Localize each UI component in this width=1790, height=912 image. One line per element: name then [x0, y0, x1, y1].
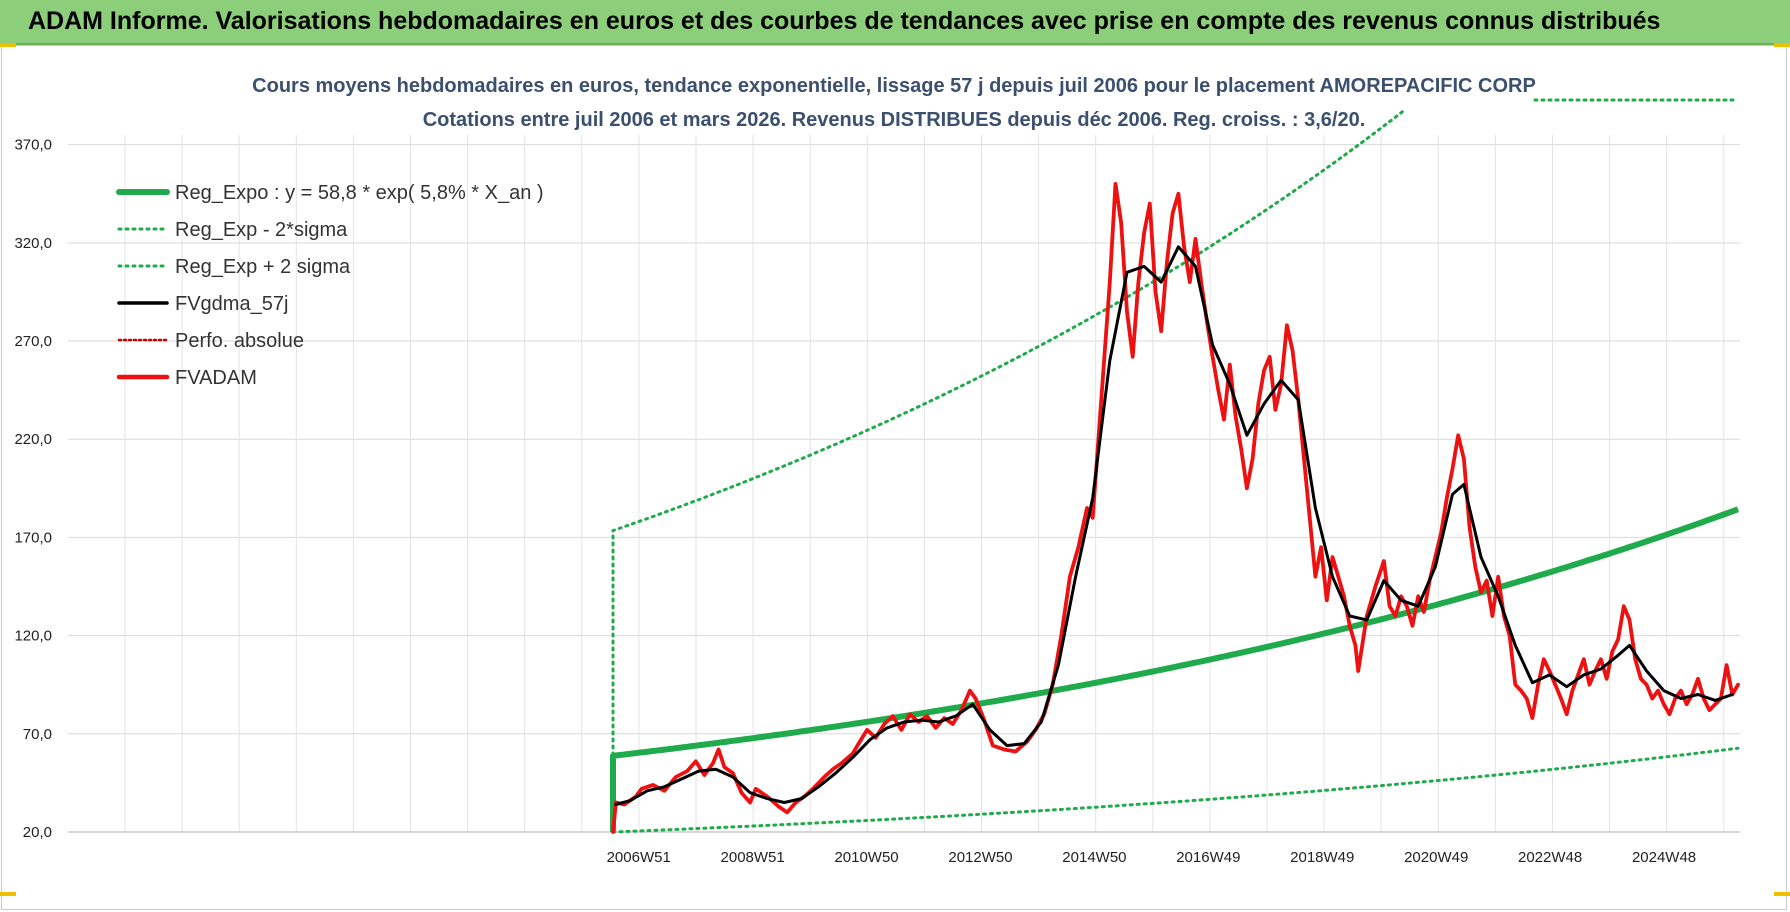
report-banner: ADAM Informe. Valorisations hebdomadaire… — [0, 0, 1790, 45]
y-tick-label: 120,0 — [14, 628, 52, 645]
x-tick-label: 2008W51 — [721, 849, 785, 866]
y-tick-label: 370,0 — [14, 137, 52, 154]
legend-label-reg_expo: Reg_Expo : y = 58,8 * exp( 5,8% * X_an ) — [175, 182, 544, 204]
x-tick-label: 2016W49 — [1176, 849, 1240, 866]
fvadam-line — [611, 182, 1740, 834]
x-tick-label: 2012W50 — [948, 849, 1012, 866]
fvgdma-line — [614, 245, 1734, 806]
corner-mark — [1774, 892, 1790, 896]
y-tick-label: 70,0 — [23, 726, 52, 743]
axes: 20,0 70,0 120,0 170,0 220,0 270,0 320,0 370,0 20… — [14, 137, 1740, 866]
reg-expo-line — [610, 506, 1739, 832]
legend-label-sigma_high: Reg_Exp + 2 sigma — [175, 256, 351, 278]
x-tick-label: 2010W50 — [834, 849, 898, 866]
y-tick-label: 170,0 — [14, 529, 52, 546]
grid — [68, 135, 1740, 833]
reg-exp-minus-2-sigma-line — [611, 746, 1740, 834]
corner-mark — [1774, 43, 1790, 47]
y-tick-label: 220,0 — [14, 431, 52, 448]
x-tick-label: 2018W49 — [1290, 849, 1354, 866]
chart-title: Cours moyens hebdomadaires en euros, ten… — [252, 75, 1536, 97]
x-tick-label: 2024W48 — [1632, 849, 1696, 866]
corner-mark — [0, 43, 16, 47]
legend-label-fvgdma: FVgdma_57j — [175, 293, 288, 315]
series — [610, 98, 1740, 834]
legend-label-fvadam: FVADAM — [175, 367, 257, 389]
corner-mark — [0, 892, 16, 896]
chart-subtitle: Cotations entre juil 2006 et mars 2026. … — [423, 109, 1366, 131]
legend: Reg_Expo : y = 58,8 * exp( 5,8% * X_an )… — [116, 182, 544, 389]
x-tick-label: 2006W51 — [607, 849, 671, 866]
x-tick-label: 2020W49 — [1404, 849, 1468, 866]
legend-label-sigma_low: Reg_Exp - 2*sigma — [175, 219, 348, 241]
reg-exp-plus-2-sigma-line — [611, 109, 1406, 834]
y-tick-label: 270,0 — [14, 333, 52, 350]
y-tick-label: 320,0 — [14, 235, 52, 252]
legend-label-perfo: Perfo. absolue — [175, 330, 304, 352]
x-tick-label: 2014W50 — [1062, 849, 1126, 866]
y-tick-label: 20,0 — [23, 824, 52, 841]
x-tick-label: 2022W48 — [1518, 849, 1582, 866]
report-title: ADAM Informe. Valorisations hebdomadaire… — [28, 7, 1661, 35]
chart-frame — [1, 45, 1787, 910]
